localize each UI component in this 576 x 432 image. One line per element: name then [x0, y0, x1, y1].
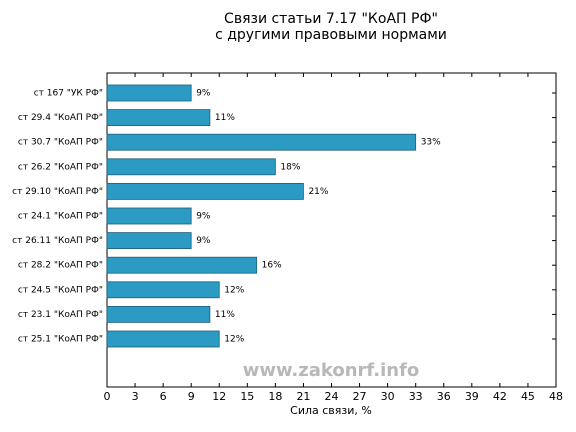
value-label: 21%	[308, 187, 328, 197]
bar	[106, 109, 211, 126]
x-tick-label: 18	[268, 390, 282, 403]
value-label: 9%	[196, 212, 211, 222]
value-label: 18%	[280, 162, 300, 172]
x-tick-label: 33	[409, 390, 423, 403]
bar	[106, 84, 192, 102]
watermark: www.zakonrf.info	[243, 360, 420, 381]
bar	[106, 207, 192, 225]
value-label: 11%	[215, 113, 235, 123]
x-tick-label: 24	[325, 390, 339, 403]
x-tick-label: 21	[296, 390, 310, 403]
bar	[106, 158, 276, 176]
bar	[106, 256, 258, 274]
value-label: 12%	[224, 335, 244, 345]
x-tick-label: 15	[240, 390, 254, 403]
chart-subtitle: с другими правовыми нормами	[215, 27, 447, 43]
x-tick-label: 30	[381, 390, 395, 403]
y-tick-label: ст 28.2 "КоАП РФ"	[18, 261, 103, 271]
chart-title: Связи статьи 7.17 "КоАП РФ"	[224, 11, 438, 27]
y-tick-label: ст 30.7 "КоАП РФ"	[18, 138, 103, 148]
y-tick-label: ст 23.1 "КоАП РФ"	[18, 310, 103, 320]
x-tick-label: 42	[493, 390, 507, 403]
value-label: 33%	[421, 138, 441, 148]
y-tick-label: ст 167 "УК РФ"	[34, 89, 103, 99]
bar	[106, 133, 417, 151]
x-tick-label: 12	[212, 390, 226, 403]
y-tick-label: ст 29.4 "КоАП РФ"	[18, 113, 103, 123]
bar	[106, 232, 192, 250]
x-tick-label: 9	[188, 390, 195, 403]
x-tick-label: 3	[132, 390, 139, 403]
x-tick-label: 6	[160, 390, 167, 403]
value-label: 11%	[215, 310, 235, 320]
y-tick-label: ст 26.11 "КоАП РФ"	[12, 236, 103, 246]
x-tick-label: 0	[104, 390, 111, 403]
value-label: 9%	[196, 89, 211, 99]
x-tick-label: 27	[353, 390, 367, 403]
value-label: 9%	[196, 236, 211, 246]
x-tick-label: 48	[549, 390, 563, 403]
x-tick-label: 45	[521, 390, 535, 403]
bar	[106, 305, 211, 323]
y-tick-label: ст 26.2 "КоАП РФ"	[18, 162, 103, 172]
bar	[106, 330, 220, 348]
x-tick-label: 39	[465, 390, 479, 403]
y-tick-label: ст 24.1 "КоАП РФ"	[18, 212, 103, 222]
x-tick-label: 36	[437, 390, 451, 403]
bar	[106, 281, 220, 299]
y-tick-label: ст 24.5 "КоАП РФ"	[18, 285, 103, 295]
value-label: 12%	[224, 285, 244, 295]
y-tick-label: ст 29.10 "КоАП РФ"	[12, 187, 103, 197]
x-axis-label: Сила связи, %	[290, 404, 372, 417]
y-tick-label: ст 25.1 "КоАП РФ"	[18, 335, 103, 345]
bar	[106, 182, 304, 200]
value-label: 16%	[262, 261, 282, 271]
